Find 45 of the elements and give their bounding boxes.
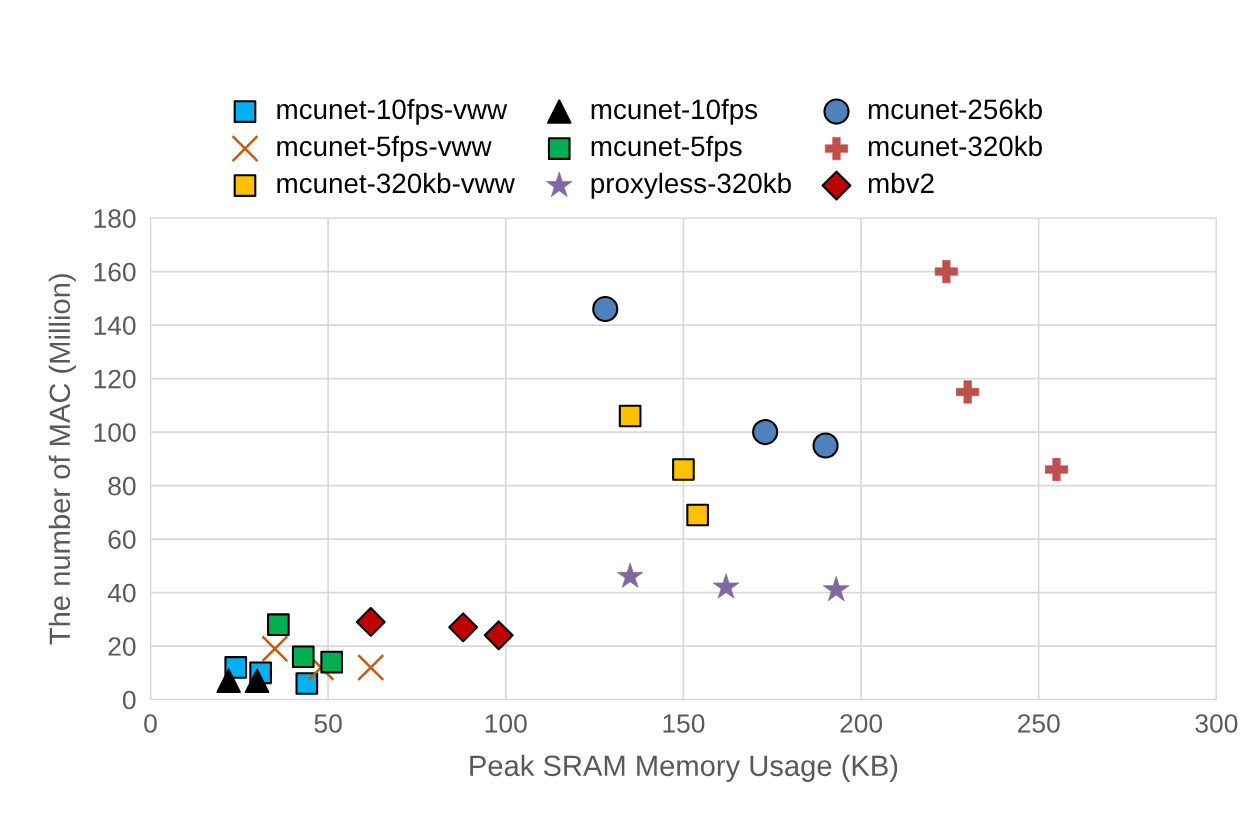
point	[483, 620, 514, 651]
point	[216, 668, 241, 694]
point	[244, 668, 270, 694]
point	[261, 635, 289, 663]
x-tick-label: 0	[144, 714, 157, 733]
x-tick-label: 50	[314, 714, 342, 733]
point	[295, 672, 319, 695]
point	[812, 432, 839, 459]
y-tick-label: 0	[122, 690, 136, 710]
y-tick-label: 120	[94, 369, 136, 389]
x-tick-label: 200	[840, 714, 883, 733]
x-tick-label: 250	[1018, 714, 1060, 733]
y-tick-label: 140	[94, 316, 136, 335]
legend-label: mcunet-256kb	[868, 98, 1042, 120]
point	[672, 458, 695, 481]
point	[592, 295, 619, 323]
point	[291, 645, 315, 669]
point	[752, 419, 779, 446]
point	[357, 653, 385, 682]
point	[448, 612, 479, 643]
legend-label: mcunet-10fps	[591, 98, 758, 125]
x-tick-label: 150	[663, 714, 705, 733]
y-tick-label: 60	[108, 530, 136, 549]
legend-label: proxyless-320kb	[591, 172, 791, 199]
legend-label: mcunet-5fps	[591, 135, 742, 162]
point	[618, 404, 642, 428]
legend-label: mbv2	[868, 172, 934, 194]
x-tick-label: 300	[1195, 714, 1238, 733]
y-tick-label: 160	[94, 262, 136, 282]
legend-label: mcunet-5fps-vww	[277, 135, 492, 162]
y-tick-label: 80	[108, 476, 136, 496]
point	[686, 503, 709, 527]
point	[355, 607, 386, 637]
y-tick-label: 180	[94, 209, 136, 228]
point	[267, 613, 290, 636]
y-tick-label: 20	[108, 637, 136, 656]
y-axis-title: The number of MAC (Million)	[48, 274, 76, 645]
y-tick-label: 40	[107, 583, 136, 603]
legend-label: mcunet-10fps-vww	[277, 98, 508, 125]
x-tick-label: 100	[485, 714, 527, 733]
point	[320, 650, 344, 674]
y-tick-label: 100	[94, 423, 136, 442]
legend-label: mcunet-320kb-vww	[277, 172, 515, 194]
x-axis-title: Peak SRAM Memory Usage (KB)	[470, 754, 898, 782]
legend-label: mcunet-320kb	[868, 135, 1042, 157]
